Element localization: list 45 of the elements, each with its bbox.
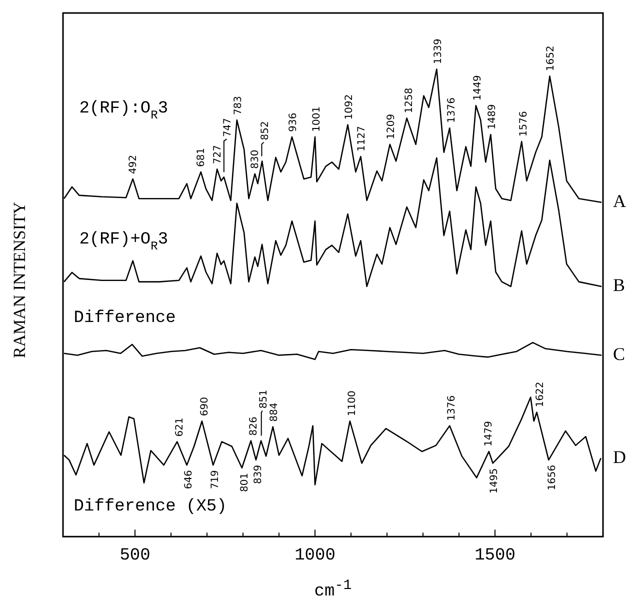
annotation: 1622 [534, 382, 546, 408]
annotation: 727 [212, 145, 224, 164]
annotation: 1576 [518, 111, 530, 137]
annotation: 1656 [547, 464, 558, 490]
annotation: 1489 [487, 104, 498, 130]
annotation: 1127 [356, 126, 368, 152]
annotation: Difference [74, 308, 176, 328]
annotation: 492 [128, 154, 140, 174]
annotation: 936 [288, 112, 299, 132]
annotation: 830 [250, 150, 261, 169]
annotation: 690 [199, 397, 210, 416]
y-axis-title: RAMAN INTENSITY [10, 202, 30, 358]
annotation: 852 [260, 121, 271, 140]
annotation: 851 [258, 390, 270, 409]
x-tick-label: 500 [120, 546, 150, 566]
annotation: 1209 [386, 114, 398, 140]
annotation: 1100 [347, 390, 358, 416]
annotation: 681 [196, 148, 208, 167]
annotation: 1376 [446, 98, 458, 124]
annotation: 621 [174, 418, 186, 437]
annotation: 1001 [311, 106, 322, 132]
annotation: 1479 [483, 421, 494, 447]
annotation: Difference (X5) [74, 497, 227, 516]
annotation: 747 [222, 118, 234, 138]
annotation: 884 [269, 402, 280, 422]
annotation: 1258 [404, 88, 415, 114]
annotation: 783 [232, 96, 244, 116]
series-label: A [613, 191, 626, 212]
x-tick-label: 1500 [474, 546, 516, 566]
annotation: 1449 [472, 75, 484, 101]
annotation: 646 [184, 470, 195, 490]
annotation: 1652 [546, 46, 557, 72]
series-label: C [613, 344, 626, 364]
annotation: 801 [239, 472, 250, 492]
annotation: 719 [210, 470, 221, 490]
x-tick-label: 1000 [294, 546, 336, 566]
series-label: B [613, 275, 626, 296]
x-axis-title: cm$^{-1}$ [314, 578, 352, 602]
annotation: 1092 [344, 94, 356, 120]
annotation: 839 [253, 464, 264, 484]
annotation: 826 [248, 416, 260, 436]
series-label: D [613, 446, 626, 467]
annotation: 1376 [446, 395, 458, 421]
annotation: 1495 [489, 468, 500, 494]
annotation: 1339 [433, 38, 444, 64]
